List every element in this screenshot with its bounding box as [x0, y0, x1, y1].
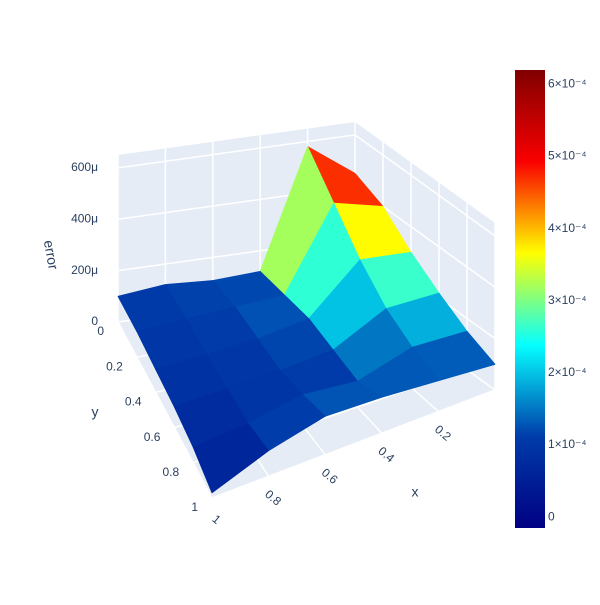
y-tick-label: 0.2: [106, 359, 123, 373]
z-tick-label: 0: [91, 314, 98, 328]
x-tick-label: 0.2: [432, 422, 454, 444]
x-grid-line: [117, 321, 213, 499]
y-tick-label: 0.6: [144, 430, 161, 444]
colorbar: [515, 70, 545, 528]
z-grid-line: [354, 134, 496, 237]
y-tick-label: 0: [97, 324, 104, 338]
colorbar-tick-label: 2×10⁻⁴: [548, 365, 587, 379]
colorbar-tick-label: 0: [548, 509, 555, 523]
surface: [117, 146, 496, 494]
colorbar-tick-label: 4×10⁻⁴: [548, 221, 587, 235]
y-tick-label: 0.8: [163, 465, 180, 479]
surface-cell: [192, 423, 270, 494]
y-tick-label: 1: [191, 500, 198, 514]
x-tick-label: 0.4: [375, 444, 397, 466]
x-axis-title: x: [412, 484, 419, 500]
x-tick-label: 0.6: [319, 465, 341, 487]
scene: [117, 122, 496, 499]
colorbar-tick-label: 6×10⁻⁴: [548, 77, 587, 91]
colorbar-tick-label: 1×10⁻⁴: [548, 437, 587, 451]
z-tick-label: 400μ: [71, 211, 98, 225]
z-tick-label: 600μ: [71, 160, 98, 174]
z-tick-label: 200μ: [71, 263, 98, 277]
y-axis-title: y: [92, 404, 99, 420]
y-grid-line: [211, 389, 496, 499]
x-tick-label: 0.8: [262, 487, 284, 509]
colorbar-tick-label: 3×10⁻⁴: [548, 293, 587, 307]
colorbar-tick-label: 5×10⁻⁴: [548, 149, 587, 163]
x-tick-label: 1: [209, 512, 223, 527]
y-tick-label: 0.4: [125, 395, 142, 409]
z-grid-line: [117, 134, 356, 169]
z-axis-title: error: [41, 239, 62, 271]
